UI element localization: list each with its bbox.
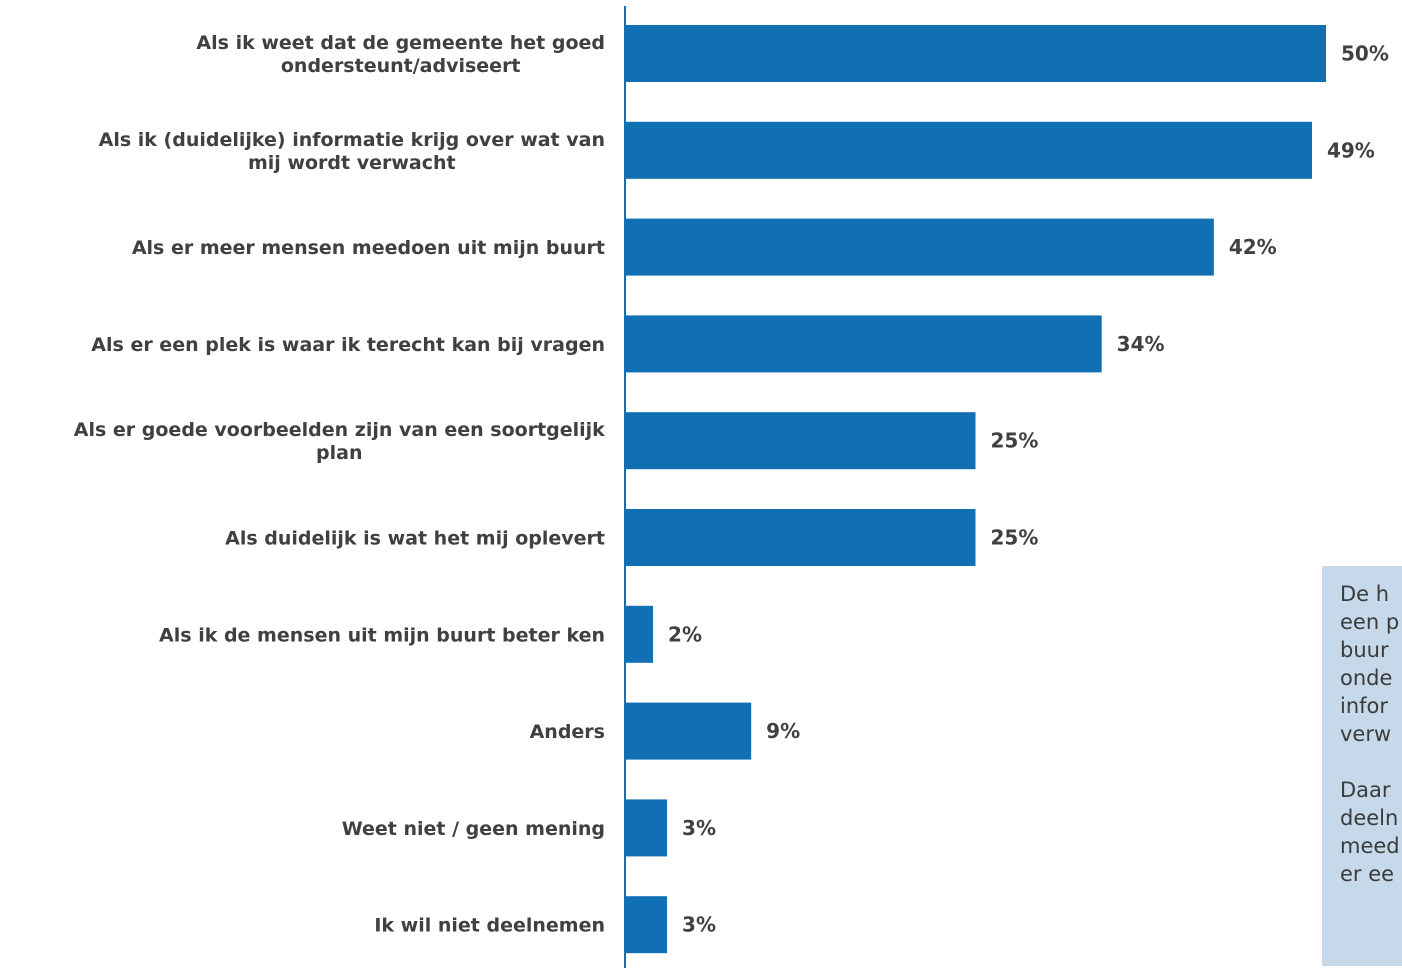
category-label-line: Als duidelijk is wat het mij oplevert [225, 528, 605, 550]
value-label-4: 34% [1117, 332, 1165, 356]
category-label-2: Als ik (duidelijke) informatie krijg ove… [99, 129, 605, 174]
bar-2 [625, 121, 1312, 179]
category-label-line: Als ik weet dat de gemeente het goed [196, 32, 605, 54]
category-label-7: Als ik de mensen uit mijn buurt beter ke… [159, 624, 605, 646]
value-label-1: 50% [1341, 42, 1389, 66]
value-label-7: 2% [668, 622, 702, 646]
category-label-line: plan [316, 442, 362, 464]
bar-6 [625, 509, 976, 566]
bar-4 [625, 315, 1102, 373]
value-label-9: 3% [682, 816, 716, 840]
value-label-3: 42% [1229, 235, 1277, 259]
bar-3 [625, 218, 1214, 276]
category-label-group: Als ik weet dat de gemeente het goed onde… [74, 32, 605, 937]
category-label-line: ondersteunt/adviseert [281, 55, 521, 77]
category-label-line: Als er goede voorbeelden zijn van een so… [74, 419, 605, 441]
bar-8 [625, 702, 752, 760]
category-label-line: Weet niet / geen mening [342, 818, 605, 840]
category-label-line: Als er meer mensen meedoen uit mijn buur… [132, 237, 605, 259]
bar-group [625, 25, 1326, 954]
callout-paragraph-2: Daar deeln meed er ee [1340, 778, 1400, 886]
value-label-2: 49% [1327, 138, 1375, 162]
bar-7 [625, 605, 654, 663]
category-label-1: Als ik weet dat de gemeente het goed onde… [196, 32, 605, 77]
value-label-8: 9% [766, 719, 800, 743]
category-label-8: Anders [530, 721, 605, 743]
category-label-5: Als er goede voorbeelden zijn van een so… [74, 419, 605, 464]
category-label-line: Als ik (duidelijke) informatie krijg ove… [99, 129, 605, 151]
value-label-10: 3% [682, 913, 716, 937]
bar-5 [625, 412, 976, 470]
value-label-5: 25% [991, 429, 1039, 453]
category-label-line: Anders [530, 721, 605, 743]
category-label-4: Als er een plek is waar ik terecht kan b… [91, 334, 605, 356]
value-label-group: 50% 49% 42% 34% 25% 25% 2% 9% 3% 3% [668, 42, 1389, 937]
callout-box: De h een p buur onde infor verw Daar dee… [1322, 566, 1402, 966]
category-label-line: mij wordt verwacht [248, 152, 456, 174]
bar-1 [625, 25, 1326, 82]
bar-9 [625, 799, 668, 857]
bar-10 [625, 896, 668, 954]
category-label-9: Weet niet / geen mening [342, 818, 605, 840]
category-label-line: Als ik de mensen uit mijn buurt beter ke… [159, 624, 605, 646]
category-label-line: Als er een plek is waar ik terecht kan b… [91, 334, 605, 356]
category-label-10: Ik wil niet deelnemen [374, 915, 605, 937]
category-label-6: Als duidelijk is wat het mij oplevert [225, 528, 605, 550]
callout-paragraph-1: De h een p buur onde infor verw [1340, 582, 1400, 746]
category-label-line: Ik wil niet deelnemen [374, 915, 605, 937]
value-label-6: 25% [991, 526, 1039, 550]
category-label-3: Als er meer mensen meedoen uit mijn buur… [132, 237, 605, 259]
